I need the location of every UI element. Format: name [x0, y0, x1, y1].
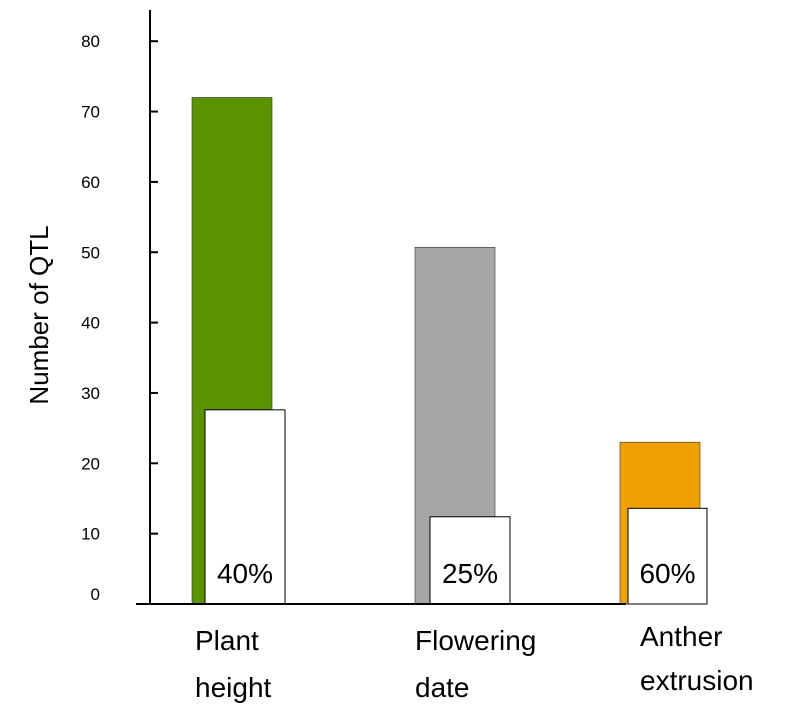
- y-tick-label: 10: [81, 525, 100, 544]
- y-tick-label: 0: [91, 585, 100, 604]
- y-tick-label: 40: [81, 314, 100, 333]
- y-tick-label: 50: [81, 243, 100, 262]
- y-tick-label: 20: [81, 454, 100, 473]
- x-category-label: Flowering date: [415, 625, 536, 703]
- x-category-label: Anther extrusion: [640, 621, 754, 696]
- y-tick-label: 70: [81, 103, 100, 122]
- y-tick-label: 80: [81, 32, 100, 51]
- y-tick-label: 60: [81, 173, 100, 192]
- percent-label: 25%: [442, 558, 498, 589]
- bar-subset: [627, 507, 708, 605]
- bar-subset: [429, 516, 511, 605]
- y-tick-label: 30: [81, 384, 100, 403]
- x-category-label: Plant height: [195, 625, 272, 703]
- percent-label: 40%: [217, 558, 273, 589]
- percent-label: 60%: [639, 558, 695, 589]
- bar-subset: [204, 409, 286, 605]
- y-axis-label: Number of QTL: [24, 225, 54, 404]
